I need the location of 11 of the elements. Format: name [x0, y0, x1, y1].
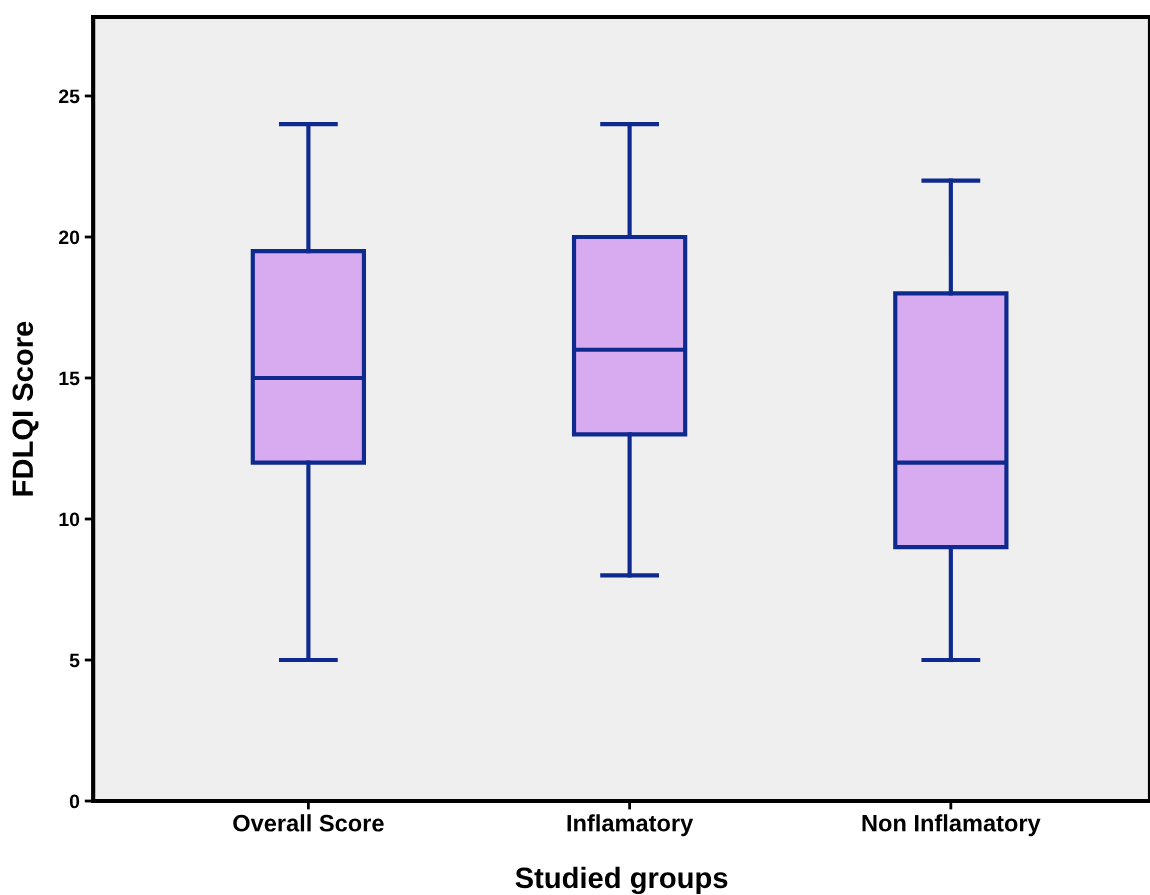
y-tick-label: 20 [59, 230, 80, 245]
y-tick-label: 5 [69, 653, 80, 668]
y-tick-label: 0 [69, 794, 80, 809]
x-tick-label: Inflamatory [567, 814, 694, 837]
x-tick-label: Overall Score [233, 814, 384, 832]
y-axis-title: FDLQI Score [12, 321, 39, 496]
y-tick-label: 10 [59, 512, 80, 527]
y-tick-label: 25 [59, 89, 80, 104]
x-axis-title: Studied groups [515, 866, 728, 895]
y-tick-label: 15 [59, 371, 80, 386]
x-tick-label: Non Inflamatory [862, 814, 1041, 837]
